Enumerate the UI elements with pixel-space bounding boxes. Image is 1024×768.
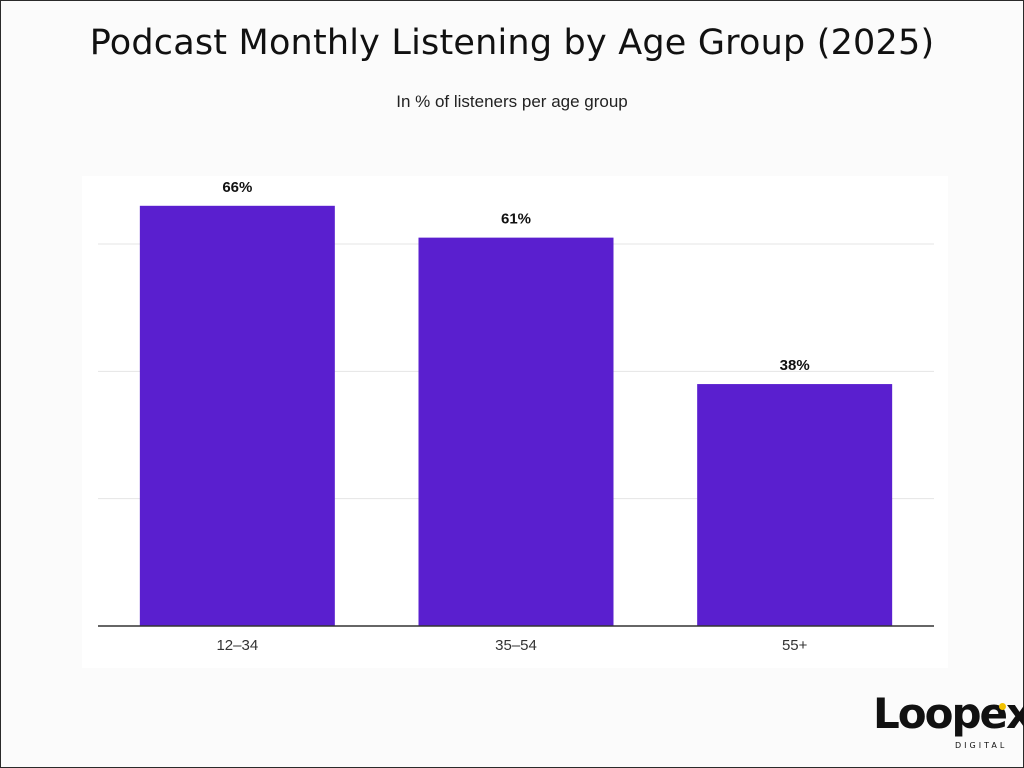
brand-tagline: DIGITAL bbox=[955, 741, 1008, 750]
x-tick-label-12–34: 12–34 bbox=[216, 637, 258, 654]
bar-chart: 66% 12–34 61% 35–54 38% 55+ bbox=[98, 179, 934, 654]
bar-12–34 bbox=[139, 205, 335, 627]
x-tick-label-55+: 55+ bbox=[782, 637, 808, 654]
bar-35–54 bbox=[418, 237, 614, 626]
data-label-55+: 38% bbox=[780, 357, 810, 374]
bar-55+ bbox=[697, 384, 893, 626]
brand-name: Loopex bbox=[873, 689, 1024, 738]
brand-accent-dot bbox=[999, 703, 1006, 710]
data-label-35–54: 61% bbox=[501, 211, 531, 228]
plot-area: 66% 12–34 61% 35–54 38% 55+ bbox=[82, 176, 948, 668]
x-tick-label-35–54: 35–54 bbox=[495, 637, 537, 654]
brand-logo: Loopex DIGITAL bbox=[873, 693, 1024, 753]
chart-title: Podcast Monthly Listening by Age Group (… bbox=[89, 23, 935, 63]
data-label-12–34: 66% bbox=[222, 179, 252, 196]
chart-subtitle: In % of listeners per age group bbox=[396, 92, 628, 111]
